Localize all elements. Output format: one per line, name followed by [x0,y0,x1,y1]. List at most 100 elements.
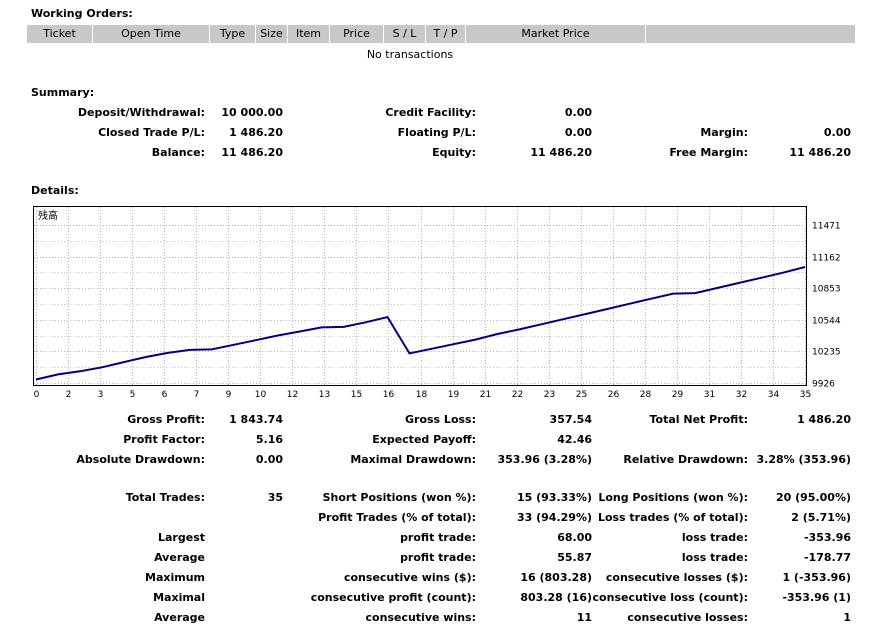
chart-legend-label: 残高 [38,209,58,222]
chart-grid [34,207,806,385]
maximal-drawdown-value: 353.96 (3.28%) [497,453,593,466]
long-positions-value: 20 (95.00%) [775,491,851,504]
maximum-label: Maximum [145,571,205,584]
average-loss-label: loss trade: [681,551,748,564]
gross-profit-value: 1 843.74 [229,413,283,426]
gross-profit-label: Gross Profit: [127,413,205,426]
x-tick-label: 26 [608,390,620,400]
summary-title: Summary: [31,86,95,99]
total-trades-label: Total Trades: [125,491,205,504]
average-consecutive-label: Average [154,611,205,624]
maximal-consecutive-profit-value: 803.28 (16) [520,591,592,604]
largest-loss-value: -353.96 [803,531,851,544]
x-tick-label: 16 [383,390,395,400]
equity-label: Equity: [432,146,476,159]
largest-label: Largest [158,531,205,544]
profit-trades-value: 33 (94.29%) [516,511,592,524]
maximal-label: Maximal [153,591,205,604]
y-tick-label: 11471 [812,222,841,232]
x-tick-label: 15 [351,390,362,400]
deposit-label: Deposit/Withdrawal: [77,106,205,119]
floating-pl-value: 0.00 [564,126,592,139]
deposit-value: 10 000.00 [221,106,283,119]
x-tick-label: 35 [800,390,811,400]
maximal-consecutive-loss-value: -353.96 (1) [782,591,851,604]
largest-profit-value: 68.00 [557,531,592,544]
average-profit-value: 55.87 [557,551,592,564]
x-tick-label: 13 [319,390,330,400]
expected-payoff-value: 42.46 [557,433,592,446]
avg-consecutive-wins-value: 11 [576,611,592,624]
x-tick-label: 34 [768,390,780,400]
orders-table-header: Ticket Open Time Type Size Item Price S … [27,25,855,43]
col-stop-loss[interactable]: S / L [384,25,426,43]
expected-payoff-label: Expected Payoff: [372,433,476,446]
largest-loss-label: loss trade: [681,531,748,544]
maximal-consecutive-loss-label: consecutive loss (count): [592,591,748,604]
x-tick-label: 0 [34,390,40,400]
balance-label: Balance: [151,146,205,159]
avg-consecutive-losses-value: 1 [843,611,851,624]
average-profit-label: profit trade: [400,551,476,564]
balance-value: 11 486.20 [221,146,283,159]
margin-value: 0.00 [823,126,851,139]
col-size[interactable]: Size [256,25,288,43]
x-tick-label: 28 [640,390,652,400]
absolute-drawdown-value: 0.00 [255,453,283,466]
col-price[interactable]: Price [330,25,384,43]
total-net-profit-label: Total Net Profit: [649,413,749,426]
y-tick-label: 10544 [812,317,841,327]
avg-consecutive-losses-label: consecutive losses: [627,611,748,624]
margin-label: Margin: [700,126,748,139]
gross-loss-label: Gross Loss: [405,413,476,426]
x-tick-label: 32 [736,390,747,400]
x-tick-label: 23 [544,390,555,400]
relative-drawdown-value: 3.28% (353.96) [756,453,852,466]
x-tick-label: 7 [194,390,200,400]
free-margin-label: Free Margin: [669,146,748,159]
col-open-time[interactable]: Open Time [93,25,210,43]
loss-trades-label: Loss trades (% of total): [597,511,748,524]
no-transactions-text: No transactions [366,48,454,61]
short-positions-value: 15 (93.33%) [516,491,592,504]
gross-loss-value: 357.54 [549,413,592,426]
total-trades-value: 35 [267,491,283,504]
balance-series-line [35,266,806,381]
total-net-profit-value: 1 486.20 [797,413,851,426]
max-consecutive-losses-value: 1 (-353.96) [782,571,851,584]
details-title: Details: [31,184,79,197]
col-type[interactable]: Type [210,25,256,43]
col-market-price[interactable]: Market Price [466,25,646,43]
col-item[interactable]: Item [288,25,330,43]
short-positions-label: Short Positions (won %): [322,491,476,504]
long-positions-label: Long Positions (won %): [598,491,748,504]
profit-factor-value: 5.16 [255,433,283,446]
max-consecutive-wins-label: consecutive wins ($): [343,571,476,584]
y-tick-label: 9926 [812,380,835,390]
x-tick-label: 5 [130,390,136,400]
x-tick-label: 2 [66,390,72,400]
chart-x-axis: 0 2 3 5 6 7 9 10 12 13 15 16 18 19 21 22 23 25 26 28 29 31 32 3… [34,390,812,400]
x-tick-label: 31 [704,390,715,400]
max-consecutive-wins-value: 16 (803.28) [520,571,592,584]
relative-drawdown-label: Relative Drawdown: [623,453,748,466]
x-tick-label: 29 [672,390,684,400]
free-margin-value: 11 486.20 [789,146,851,159]
x-tick-label: 19 [448,390,460,400]
col-take-profit[interactable]: T / P [426,25,466,43]
x-tick-label: 10 [255,390,267,400]
x-tick-label: 18 [416,390,428,400]
floating-pl-label: Floating P/L: [397,126,476,139]
max-consecutive-losses-label: consecutive losses ($): [605,571,748,584]
chart-y-axis: 11471 11162 10853 10544 10235 9926 [812,222,841,390]
loss-trades-value: 2 (5.71%) [791,511,851,524]
y-tick-label: 10235 [812,348,841,358]
y-tick-label: 10853 [812,285,841,295]
credit-value: 0.00 [564,106,592,119]
col-ticket[interactable]: Ticket [27,25,93,43]
credit-label: Credit Facility: [385,106,476,119]
closed-pl-value: 1 486.20 [229,126,283,139]
x-tick-label: 22 [512,390,523,400]
maximal-drawdown-label: Maximal Drawdown: [350,453,476,466]
